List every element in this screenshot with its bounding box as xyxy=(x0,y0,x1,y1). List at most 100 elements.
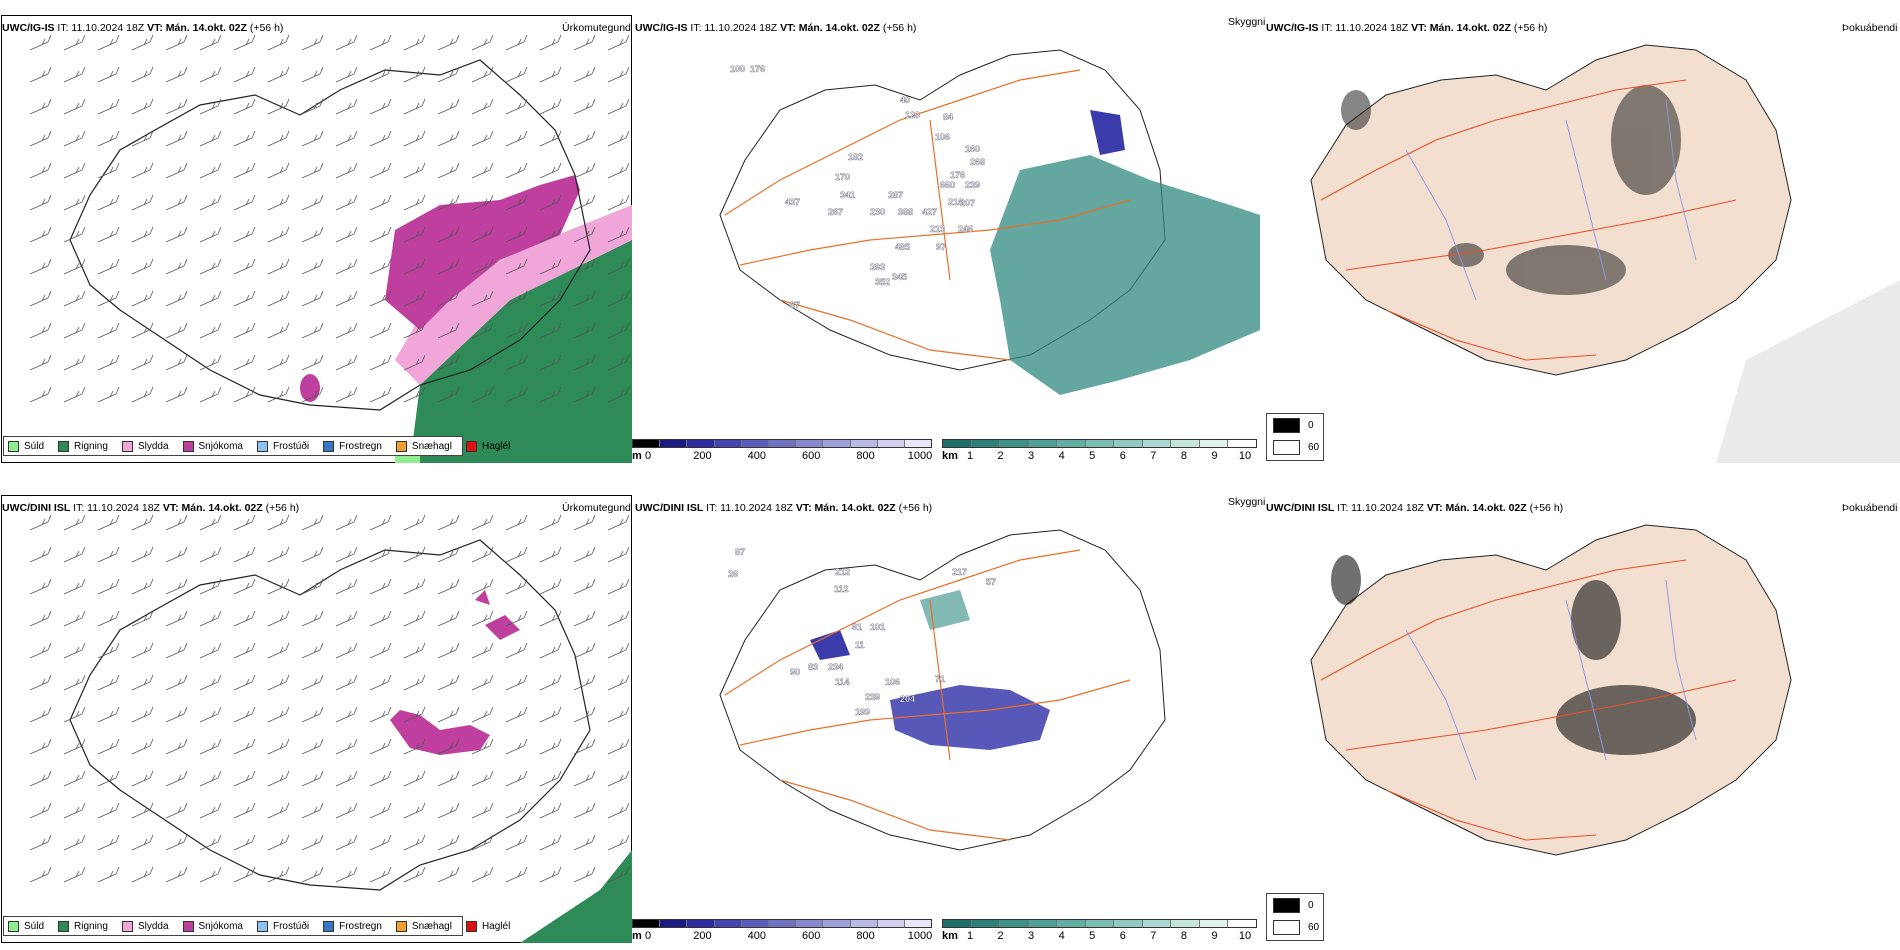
wind-barb xyxy=(233,642,256,659)
wind-barb xyxy=(97,578,120,595)
wind-barb xyxy=(505,546,528,563)
panel-header: UWC/DINI ISL IT: 11.10.2024 18Z VT: Mán.… xyxy=(1266,502,1563,514)
colorbar-segment xyxy=(1085,920,1115,927)
legend-swatch xyxy=(58,440,70,452)
wind-barb xyxy=(369,386,392,403)
wind-barb xyxy=(29,738,52,755)
legend-item: Snjókoma xyxy=(182,440,243,452)
legend-label: Snjókoma xyxy=(198,440,243,452)
cloud-value-label: 112 xyxy=(834,584,849,594)
wind-barb xyxy=(63,866,86,883)
legend-item: Frostúði xyxy=(256,440,309,452)
wind-barb xyxy=(573,194,596,211)
lead-time: (+56 h) xyxy=(882,22,917,34)
wind-barb xyxy=(165,770,188,787)
wind-barb xyxy=(471,514,494,531)
wind-barb xyxy=(131,130,154,147)
wind-barb xyxy=(199,834,222,851)
wind-barb xyxy=(607,738,630,755)
wind-barb xyxy=(539,322,562,339)
cloud-value-label: 160 xyxy=(965,144,980,154)
colorbar-segment xyxy=(768,920,797,927)
rivers xyxy=(1405,99,1697,301)
legend-swatch xyxy=(323,920,335,932)
fog-legend-row: 60 xyxy=(1267,436,1323,458)
wind-barb xyxy=(607,66,630,83)
cloud-value-label: 176 xyxy=(950,170,965,180)
wind-barb xyxy=(29,546,52,563)
model-name: UWC/IG-IS xyxy=(2,22,55,34)
wind-barb xyxy=(233,98,256,115)
wind-barb xyxy=(301,866,324,883)
colorbar-segment xyxy=(943,920,972,927)
wind-barb xyxy=(403,546,426,563)
wind-barb xyxy=(29,226,52,243)
wind-barb xyxy=(233,322,256,339)
wind-barb xyxy=(505,130,528,147)
colorbar-segment xyxy=(1142,440,1172,447)
wind-barb xyxy=(403,66,426,83)
wind-barb xyxy=(301,66,324,83)
wind-barb xyxy=(199,34,222,51)
wind-barb xyxy=(369,514,392,531)
wind-barb xyxy=(97,98,120,115)
wind-barb xyxy=(369,66,392,83)
wind-barb xyxy=(63,514,86,531)
wind-barb xyxy=(403,770,426,787)
wind-barb xyxy=(369,674,392,691)
wind-barb xyxy=(29,642,52,659)
wind-barb xyxy=(437,514,460,531)
wind-barb xyxy=(165,578,188,595)
legend-swatch xyxy=(121,440,133,452)
colorbar-tick: 8 xyxy=(1180,930,1187,942)
colorbar-segment xyxy=(1171,920,1200,927)
wind-barb xyxy=(505,386,528,403)
wind-barb xyxy=(267,802,290,819)
wind-barb xyxy=(471,546,494,563)
legend-swatch xyxy=(465,920,477,932)
cloud-value-label: 345 xyxy=(892,272,907,282)
colorbar-segment xyxy=(850,440,878,447)
legend-item: Rigning xyxy=(58,920,108,932)
wind-barb xyxy=(369,162,392,179)
wind-barb xyxy=(301,226,324,243)
colorbar-segment xyxy=(687,920,715,927)
colorbar-segment xyxy=(741,920,769,927)
wind-barb xyxy=(267,866,290,883)
wind-barb xyxy=(131,354,154,371)
colorbar-tick: 6 xyxy=(1119,930,1126,942)
colorbar-segment xyxy=(943,440,972,447)
wind-barb xyxy=(539,610,562,627)
legend-label: Súld xyxy=(24,440,45,452)
wind-barb xyxy=(505,354,528,371)
colorbar-segment xyxy=(660,920,688,927)
wind-barb xyxy=(165,866,188,883)
valid-time: VT: Mán. 14.okt. 02Z xyxy=(147,22,247,34)
wind-barb xyxy=(233,610,256,627)
colorbar-segment xyxy=(796,920,824,927)
wind-barb xyxy=(607,546,630,563)
fog-legend-row: 0 xyxy=(1267,894,1323,916)
wind-barb xyxy=(131,578,154,595)
wind-barb xyxy=(539,386,562,403)
cloud-value-label: 239 xyxy=(865,692,880,702)
colorbar-segment xyxy=(850,920,878,927)
wind-barb xyxy=(573,674,596,691)
wind-barb xyxy=(97,386,120,403)
fog-legend-swatch xyxy=(1273,919,1300,935)
panel-title-cloud: Skyggni xyxy=(1228,496,1266,508)
wind-barb xyxy=(607,610,630,627)
panel-header: UWC/IG-IS IT: 11.10.2024 18Z VT: Mán. 14… xyxy=(635,22,916,34)
wind-barb xyxy=(403,162,426,179)
colorbar-segment xyxy=(714,440,742,447)
colorbar-tick: 600 xyxy=(802,930,821,942)
colorbar-segments xyxy=(632,439,932,448)
legend-label: Frostúði xyxy=(272,920,310,932)
colorbar-segment xyxy=(633,440,661,447)
wind-barb xyxy=(573,98,596,115)
wind-barb xyxy=(97,162,120,179)
colorbar-segment xyxy=(1228,440,1257,447)
wind-barb xyxy=(233,578,256,595)
wind-barb xyxy=(63,194,86,211)
wind-barb xyxy=(29,290,52,307)
